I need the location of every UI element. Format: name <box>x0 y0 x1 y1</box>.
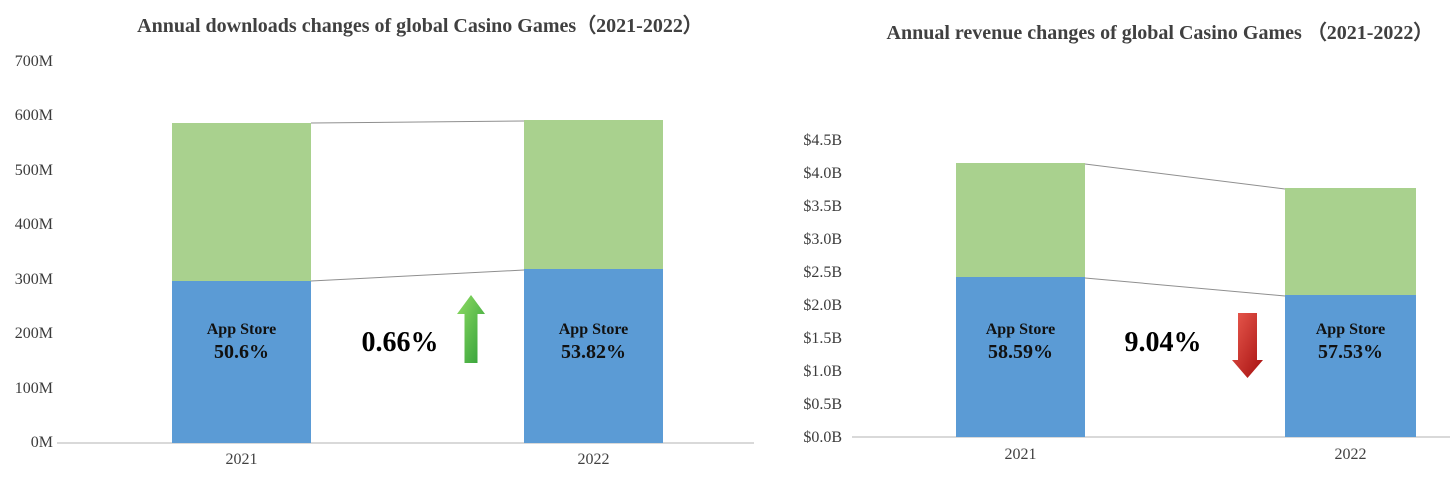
y-tick-label: 200M <box>14 325 53 343</box>
y-tick-label: $4.5B <box>803 132 842 149</box>
y-tick-label: $2.0B <box>803 297 842 314</box>
up-arrow-icon <box>457 295 485 363</box>
revenue-chart-title: Annual revenue changes of global Casino … <box>886 22 1434 44</box>
revenue-2021-other-segment <box>956 163 1085 277</box>
downloads-2021-other-segment <box>172 123 311 281</box>
revenue-2022-appstore-label: App Store 57.53% <box>1285 321 1416 364</box>
revenue-x-axis-line <box>852 436 1450 438</box>
y-tick-label: 0M <box>30 434 53 451</box>
revenue-2022-other-segment <box>1285 188 1416 295</box>
y-tick-label: 600M <box>14 107 53 125</box>
y-tick-label: 400M <box>14 216 53 234</box>
appstore-share-value: 53.82% <box>561 341 626 364</box>
y-tick-label: $1.0B <box>803 363 842 380</box>
revenue-y-axis: $4.5B $4.0B $3.5B $3.0B $2.5B $2.0B $1.5B $1.0B… <box>762 0 842 478</box>
appstore-label-text: App Store <box>985 321 1056 338</box>
y-tick-label: 300M <box>14 270 53 288</box>
downloads-change-percent: 0.66% <box>361 327 439 358</box>
appstore-label-text: App Store <box>206 321 277 338</box>
y-tick-label: $3.0B <box>803 231 842 248</box>
revenue-2021-appstore-label: App Store 58.59% <box>956 321 1085 364</box>
downloads-x-label-2022: 2022 <box>577 451 610 468</box>
downloads-y-axis: 700M 600M 500M 400M 300M 200M 100M 0M <box>0 0 53 478</box>
revenue-x-label-2021: 2021 <box>1004 446 1037 463</box>
downloads-2021-appstore-label: App Store 50.6% <box>172 321 311 364</box>
y-tick-label: $0.5B <box>803 396 842 413</box>
downloads-chart-title: Annual downloads changes of global Casin… <box>137 15 703 37</box>
y-tick-label: $2.5B <box>803 264 842 281</box>
appstore-label-text: App Store <box>558 321 629 338</box>
downloads-2022-other-segment <box>524 120 663 269</box>
revenue-2022-appstore-segment <box>1285 295 1416 437</box>
y-tick-label: $4.0B <box>803 165 842 182</box>
downloads-x-label-2021: 2021 <box>225 451 258 468</box>
downloads-2022-appstore-segment <box>524 269 663 443</box>
revenue-x-label-2022: 2022 <box>1334 446 1367 463</box>
downloads-2021-appstore-segment <box>172 281 311 443</box>
y-tick-label: 500M <box>14 161 53 179</box>
y-tick-label: 100M <box>14 379 53 397</box>
appstore-label-text: App Store <box>1315 321 1386 338</box>
appstore-share-value: 58.59% <box>988 341 1053 364</box>
revenue-2021-appstore-segment <box>956 277 1085 437</box>
down-arrow-icon <box>1232 313 1263 378</box>
y-tick-label: $0.0B <box>803 429 842 446</box>
downloads-2022-appstore-label: App Store 53.82% <box>524 321 663 364</box>
y-tick-label: $1.5B <box>803 330 842 347</box>
appstore-share-value: 57.53% <box>1318 341 1383 364</box>
appstore-share-value: 50.6% <box>214 341 269 364</box>
y-tick-label: $3.5B <box>803 198 842 215</box>
y-tick-label: 700M <box>14 53 53 70</box>
downloads-x-axis-line <box>57 442 754 444</box>
revenue-change-percent: 9.04% <box>1124 327 1202 358</box>
